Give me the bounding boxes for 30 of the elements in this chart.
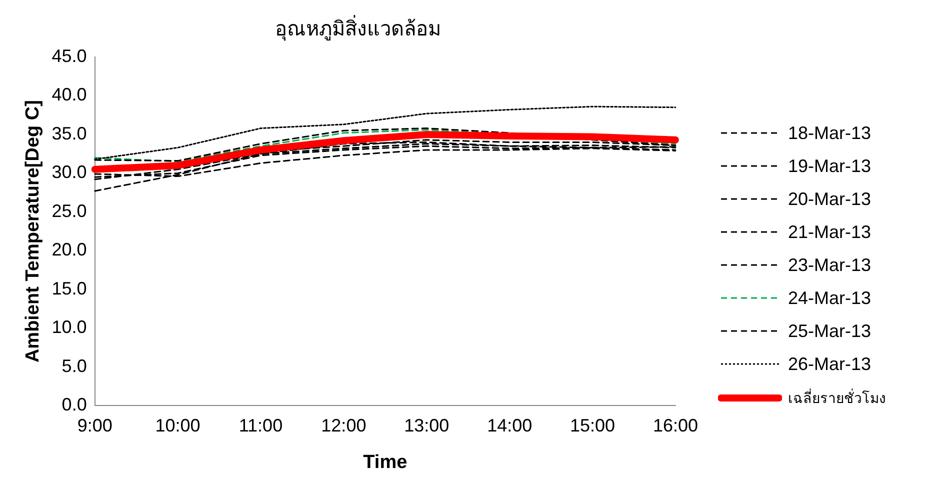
x-axis-title: Time <box>363 452 408 473</box>
x-tick-label: 16:00 <box>652 415 698 436</box>
y-tick-label: 20.0 <box>52 240 87 260</box>
legend-label: เฉลี่ยรายชั่วโมง <box>788 388 886 408</box>
legend-label: 24-Mar-13 <box>788 288 872 308</box>
y-tick-label: 25.0 <box>52 200 87 221</box>
legend-label: 20-Mar-13 <box>788 188 872 210</box>
x-tick-label: 13:00 <box>404 415 450 436</box>
y-tick-label: 10.0 <box>52 317 87 338</box>
y-tick-label: 40.0 <box>52 84 87 105</box>
legend-label: 25-Mar-13 <box>788 320 872 342</box>
y-tick-label: 45.0 <box>52 46 87 66</box>
x-tick-label: 10:00 <box>155 415 200 436</box>
y-tick-label: 30.0 <box>52 162 87 182</box>
y-tick-label: 15.0 <box>52 278 87 298</box>
x-tick-label: 14:00 <box>487 415 532 436</box>
y-axis-title: Ambient Temperature[Deg C] <box>22 100 44 363</box>
legend-label: 21-Mar-13 <box>788 222 872 242</box>
y-tick-label: 5.0 <box>62 356 87 376</box>
y-tick-label: 0.0 <box>62 394 87 415</box>
x-tick-label: 15:00 <box>570 415 616 436</box>
chart-title: อุณหภูมิสิ่งแวดล้อม <box>275 14 441 42</box>
x-tick-label: 12:00 <box>321 415 366 436</box>
legend-label: 18-Mar-13 <box>788 122 872 144</box>
legend-label: 26-Mar-13 <box>788 354 872 374</box>
x-tick-label: 9:00 <box>77 415 112 436</box>
y-tick-label: 35.0 <box>52 123 87 144</box>
x-tick-label: 11:00 <box>238 415 283 436</box>
legend-label: 19-Mar-13 <box>788 156 872 176</box>
legend-label: 23-Mar-13 <box>788 254 872 276</box>
